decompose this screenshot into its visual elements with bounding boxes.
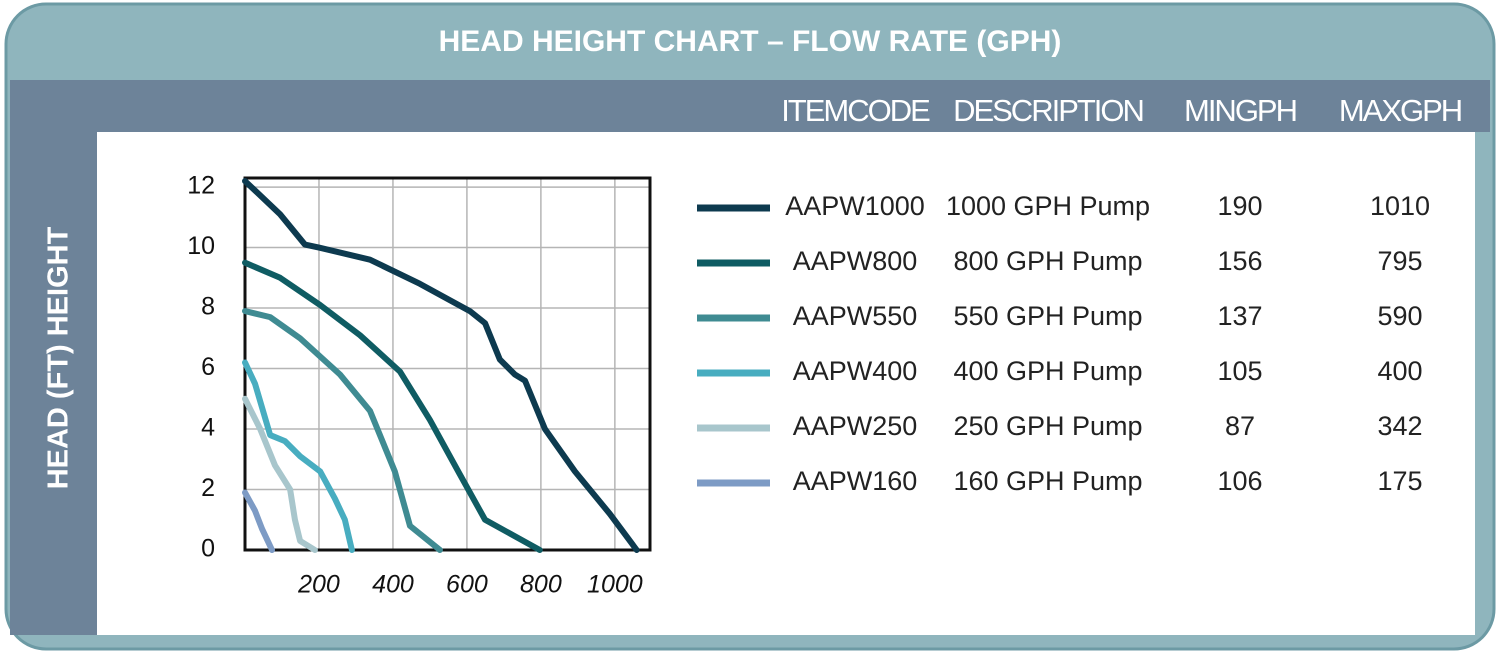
series-line bbox=[242, 489, 275, 553]
table-cell: 106 bbox=[1217, 466, 1262, 496]
legend-label: AAPW160 bbox=[793, 466, 918, 496]
y-tick-label: 12 bbox=[187, 172, 215, 200]
y-tick-label: 10 bbox=[187, 232, 215, 260]
series-line bbox=[242, 259, 543, 553]
table-cell: 87 bbox=[1225, 411, 1255, 441]
table-cell: 1000 GPH Pump bbox=[946, 191, 1150, 221]
table-cell: 800 GPH Pump bbox=[953, 246, 1142, 276]
table-cell: 156 bbox=[1217, 246, 1262, 276]
x-tick-label: 800 bbox=[520, 571, 562, 599]
x-tick-label: 200 bbox=[297, 571, 340, 599]
y-axis-label: HEAD (FT) HEIGHT bbox=[43, 226, 75, 489]
x-tick-label: 1000 bbox=[587, 571, 643, 599]
y-tick-label: 6 bbox=[201, 353, 215, 381]
legend-label: AAPW800 bbox=[793, 246, 918, 276]
table-cell: 400 bbox=[1377, 356, 1422, 386]
column-header: ITEMCODE bbox=[781, 93, 930, 128]
legend-label: AAPW400 bbox=[793, 356, 918, 386]
column-header: MAXGPH bbox=[1339, 93, 1461, 128]
table-cell: 550 GPH Pump bbox=[953, 301, 1142, 331]
table-cell: 105 bbox=[1217, 356, 1262, 386]
column-header: DESCRIPTION bbox=[953, 93, 1143, 128]
column-header: MINGPH bbox=[1184, 93, 1296, 128]
table-cell: 190 bbox=[1217, 191, 1262, 221]
legend-label: AAPW550 bbox=[793, 301, 918, 331]
table-cell: 175 bbox=[1377, 466, 1422, 496]
legend-label: AAPW1000 bbox=[785, 191, 925, 221]
table-cell: 400 GPH Pump bbox=[953, 356, 1142, 386]
table-cell: 137 bbox=[1217, 301, 1262, 331]
x-tick-label: 600 bbox=[446, 571, 488, 599]
table-cell: 250 GPH Pump bbox=[953, 411, 1142, 441]
title: HEAD HEIGHT CHART – FLOW RATE (GPH) bbox=[439, 25, 1062, 58]
y-tick-label: 2 bbox=[201, 474, 215, 502]
header-band bbox=[10, 80, 1490, 132]
x-tick-label: 400 bbox=[372, 571, 414, 599]
y-tick-label: 4 bbox=[201, 414, 215, 442]
series-line bbox=[242, 395, 318, 553]
y-tick-label: 8 bbox=[201, 293, 215, 321]
table-cell: 342 bbox=[1377, 411, 1422, 441]
table-cell: 1010 bbox=[1370, 191, 1430, 221]
series-line bbox=[242, 178, 640, 553]
table-cell: 795 bbox=[1377, 246, 1422, 276]
series-line bbox=[242, 359, 355, 553]
side-band bbox=[10, 80, 97, 635]
y-tick-label: 0 bbox=[201, 535, 215, 563]
legend-label: AAPW250 bbox=[793, 411, 918, 441]
table-cell: 160 GPH Pump bbox=[953, 466, 1142, 496]
table-cell: 590 bbox=[1377, 301, 1422, 331]
series-line bbox=[242, 308, 443, 553]
